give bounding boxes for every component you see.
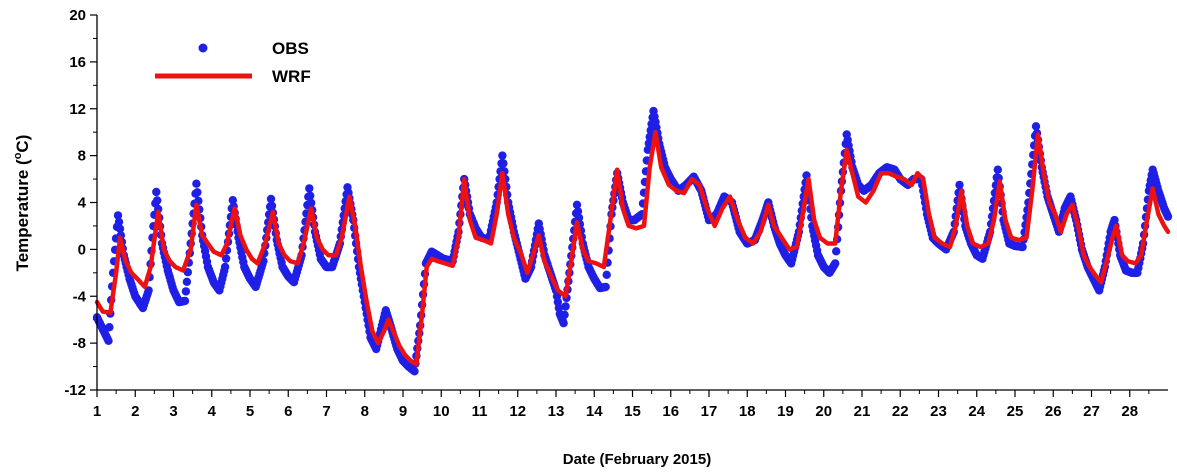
legend-obs-marker — [198, 43, 208, 53]
x-tick-label: 8 — [361, 403, 369, 420]
obs-point — [183, 268, 192, 277]
axis-ticks — [90, 14, 1150, 397]
obs-point — [1018, 242, 1027, 252]
x-tick-label: 1 — [93, 403, 101, 420]
x-tick-label: 6 — [284, 403, 292, 420]
y-tick-label: -8 — [73, 335, 86, 352]
wrf-line — [94, 129, 1171, 367]
x-tick-label: 21 — [854, 403, 871, 420]
x-tick-label: 14 — [586, 403, 603, 420]
x-tick-label: 22 — [892, 403, 909, 420]
x-tick-label: 27 — [1083, 403, 1100, 420]
obs-series — [92, 106, 1173, 376]
x-tick-label: 16 — [662, 403, 679, 420]
obs-point — [306, 191, 315, 200]
obs-point — [993, 165, 1002, 174]
y-axis-title: Temperature (oC) — [12, 135, 32, 272]
legend-obs-label: OBS — [272, 39, 309, 58]
y-tick-label: 4 — [78, 195, 87, 212]
obs-point — [220, 262, 230, 272]
obs-point — [643, 145, 652, 154]
obs-point — [113, 211, 123, 220]
obs-point — [152, 187, 161, 197]
obs-point — [193, 188, 202, 197]
y-tick-label: -12 — [64, 382, 86, 399]
obs-point — [153, 196, 162, 205]
y-tick-label: -4 — [73, 288, 87, 305]
y-tick-label: 16 — [69, 54, 86, 71]
obs-point — [181, 287, 191, 296]
obs-point — [644, 139, 653, 148]
obs-point — [182, 277, 192, 286]
x-tick-label: 19 — [777, 403, 794, 420]
x-tick-label: 12 — [509, 403, 526, 420]
y-tick-label: 12 — [69, 101, 86, 118]
obs-point — [305, 184, 314, 193]
obs-point — [573, 207, 583, 216]
legend-wrf-label: WRF — [272, 67, 311, 86]
wrf-series — [94, 129, 1171, 367]
y-tick-label: 8 — [78, 148, 86, 165]
x-tick-label: 2 — [131, 403, 139, 420]
obs-point — [114, 217, 124, 227]
y-axis-title-main: Temperature ( — [13, 159, 32, 271]
x-tick-label: 25 — [1007, 403, 1024, 420]
y-axis-title-sup: o — [12, 152, 24, 159]
obs-point — [104, 336, 113, 345]
obs-point — [499, 159, 508, 168]
obs-point — [1031, 122, 1041, 131]
obs-point — [115, 224, 125, 233]
x-tick-label: 15 — [624, 403, 641, 420]
obs-point — [267, 201, 277, 210]
legend: OBS WRF — [155, 39, 311, 86]
obs-point — [572, 200, 582, 209]
obs-point — [1163, 212, 1173, 221]
x-tick-label: 4 — [208, 403, 217, 420]
obs-point — [645, 132, 654, 142]
x-tick-label: 11 — [472, 403, 488, 420]
axes — [96, 15, 1168, 391]
x-tick-label: 10 — [433, 403, 450, 420]
obs-point — [574, 213, 584, 222]
obs-point — [832, 247, 841, 256]
obs-point — [228, 196, 237, 205]
obs-point — [307, 198, 316, 208]
obs-point — [410, 367, 419, 376]
x-tick-label: 26 — [1045, 403, 1062, 420]
obs-point — [561, 302, 570, 311]
obs-point — [105, 323, 114, 332]
x-tick-label: 23 — [930, 403, 947, 420]
x-tick-label: 28 — [1121, 403, 1138, 420]
obs-point — [498, 151, 507, 160]
x-tick-label: 7 — [322, 403, 330, 420]
x-tick-label: 5 — [246, 403, 254, 420]
x-tick-label: 3 — [169, 403, 177, 420]
x-tick-label: 24 — [968, 403, 985, 420]
x-tick-label: 9 — [399, 403, 407, 420]
obs-point — [192, 179, 201, 188]
obs-point — [180, 296, 190, 306]
x-tick-label: 20 — [815, 403, 832, 420]
obs-point — [601, 282, 610, 292]
obs-point — [955, 180, 964, 190]
obs-point — [602, 270, 611, 279]
x-tick-label: 17 — [701, 403, 718, 420]
y-tick-label: 0 — [78, 241, 86, 258]
y-tick-label: 20 — [69, 7, 86, 24]
obs-point — [221, 254, 231, 263]
obs-point — [560, 310, 569, 319]
y-axis-title-tail: C) — [13, 135, 32, 153]
obs-point — [266, 194, 276, 204]
x-tick-label: 18 — [739, 403, 756, 420]
x-tick-label: 13 — [548, 403, 565, 420]
obs-point — [559, 319, 568, 328]
obs-point — [831, 259, 840, 268]
x-axis-title: Date (February 2015) — [563, 451, 711, 468]
